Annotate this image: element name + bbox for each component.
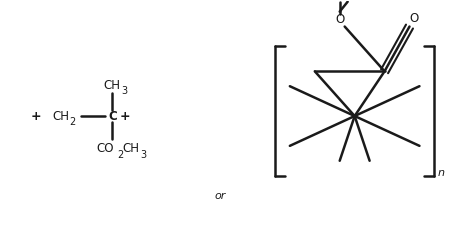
Text: 2: 2 xyxy=(117,150,123,160)
Text: n: n xyxy=(438,168,445,178)
Text: O: O xyxy=(410,12,419,25)
Text: or: or xyxy=(214,191,226,201)
Text: CO: CO xyxy=(97,142,114,155)
Text: 3: 3 xyxy=(140,150,146,160)
Text: 2: 2 xyxy=(69,117,76,127)
Text: O: O xyxy=(335,13,344,26)
Text: C: C xyxy=(108,109,117,122)
Text: +: + xyxy=(120,109,131,122)
Text: 3: 3 xyxy=(121,86,128,96)
Text: CH: CH xyxy=(104,79,121,92)
Text: CH: CH xyxy=(52,109,69,122)
Text: +: + xyxy=(30,109,41,122)
Text: CH: CH xyxy=(123,142,140,155)
